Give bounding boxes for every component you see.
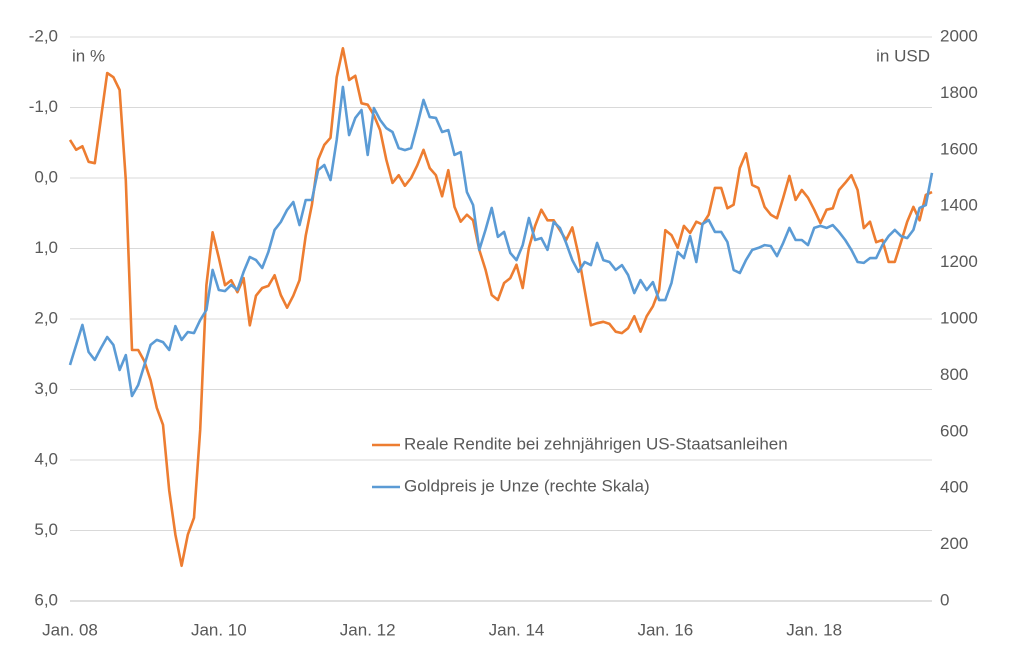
y2-tick-label: 800: [940, 365, 968, 384]
y-tick-label: 0,0: [34, 167, 58, 186]
x-tick-label: Jan. 12: [340, 620, 396, 639]
y2-axis-label: in USD: [876, 46, 930, 65]
y2-tick-label: 1400: [940, 196, 978, 215]
y2-tick-label: 0: [940, 590, 949, 609]
x-tick-label: Jan. 16: [637, 620, 693, 639]
y2-tick-label: 600: [940, 421, 968, 440]
y2-tick-label: 200: [940, 534, 968, 553]
series-line: [68, 85, 934, 398]
y-tick-label: 2,0: [34, 308, 58, 327]
y-tick-label: 3,0: [34, 379, 58, 398]
y2-tick-label: 1800: [940, 83, 978, 102]
legend-label: Goldpreis je Unze (rechte Skala): [404, 476, 650, 495]
x-tick-label: Jan. 18: [786, 620, 842, 639]
y2-tick-label: 1000: [940, 308, 978, 327]
x-tick-label: Jan. 10: [191, 620, 247, 639]
y2-tick-label: 2000: [940, 26, 978, 45]
x-tick-label: Jan. 14: [489, 620, 545, 639]
series-line: [68, 47, 933, 568]
y-tick-label: -1,0: [29, 97, 58, 116]
y-tick-label: 5,0: [34, 520, 58, 539]
y2-tick-label: 400: [940, 478, 968, 497]
y-axis-label: in %: [72, 46, 105, 65]
y-tick-label: -2,0: [29, 26, 58, 45]
x-tick-label: Jan. 08: [42, 620, 98, 639]
y-tick-label: 4,0: [34, 449, 58, 468]
legend-label: Reale Rendite bei zehnjährigen US-Staats…: [404, 434, 788, 453]
y2-tick-label: 1200: [940, 252, 978, 271]
y2-tick-label: 1600: [940, 139, 978, 158]
y-tick-label: 6,0: [34, 590, 58, 609]
y-tick-label: 1,0: [34, 238, 58, 257]
